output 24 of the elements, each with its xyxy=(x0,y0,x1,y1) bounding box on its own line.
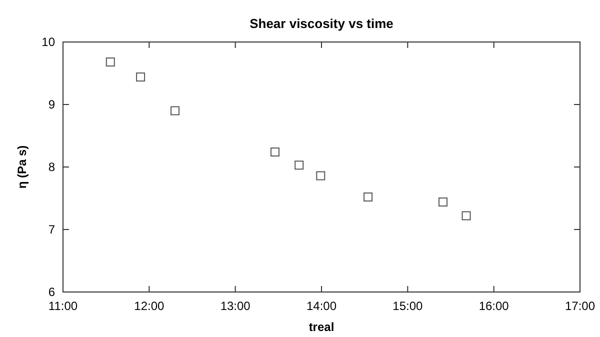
x-tick-label: 12:00 xyxy=(134,299,165,313)
point xyxy=(316,171,326,180)
x-axis-title: treal xyxy=(308,320,334,334)
point xyxy=(270,148,280,156)
chart-title: Shear viscosity vs time xyxy=(250,16,394,31)
point xyxy=(136,72,146,82)
x-tick-label: 16:00 xyxy=(478,299,510,313)
point xyxy=(294,160,304,170)
point xyxy=(462,211,471,220)
x-tick-label: 13:00 xyxy=(220,299,251,313)
y-axis-title: η (Pa s) xyxy=(15,145,29,189)
y-tick-label: 6 xyxy=(48,285,56,299)
point xyxy=(170,106,180,116)
point xyxy=(438,198,448,206)
y-tick-label: 10 xyxy=(42,35,56,49)
x-tick-label: 11:00 xyxy=(48,299,78,313)
x-tick-label: 15:00 xyxy=(392,299,424,313)
point xyxy=(106,58,115,66)
x-tick-label: 14:00 xyxy=(306,299,337,313)
y-tick-label: 8 xyxy=(48,160,56,174)
y-tick-label: 7 xyxy=(48,222,56,236)
point xyxy=(364,192,373,202)
y-tick-label: 9 xyxy=(48,98,56,112)
x-tick-label: 17:00 xyxy=(564,299,596,313)
